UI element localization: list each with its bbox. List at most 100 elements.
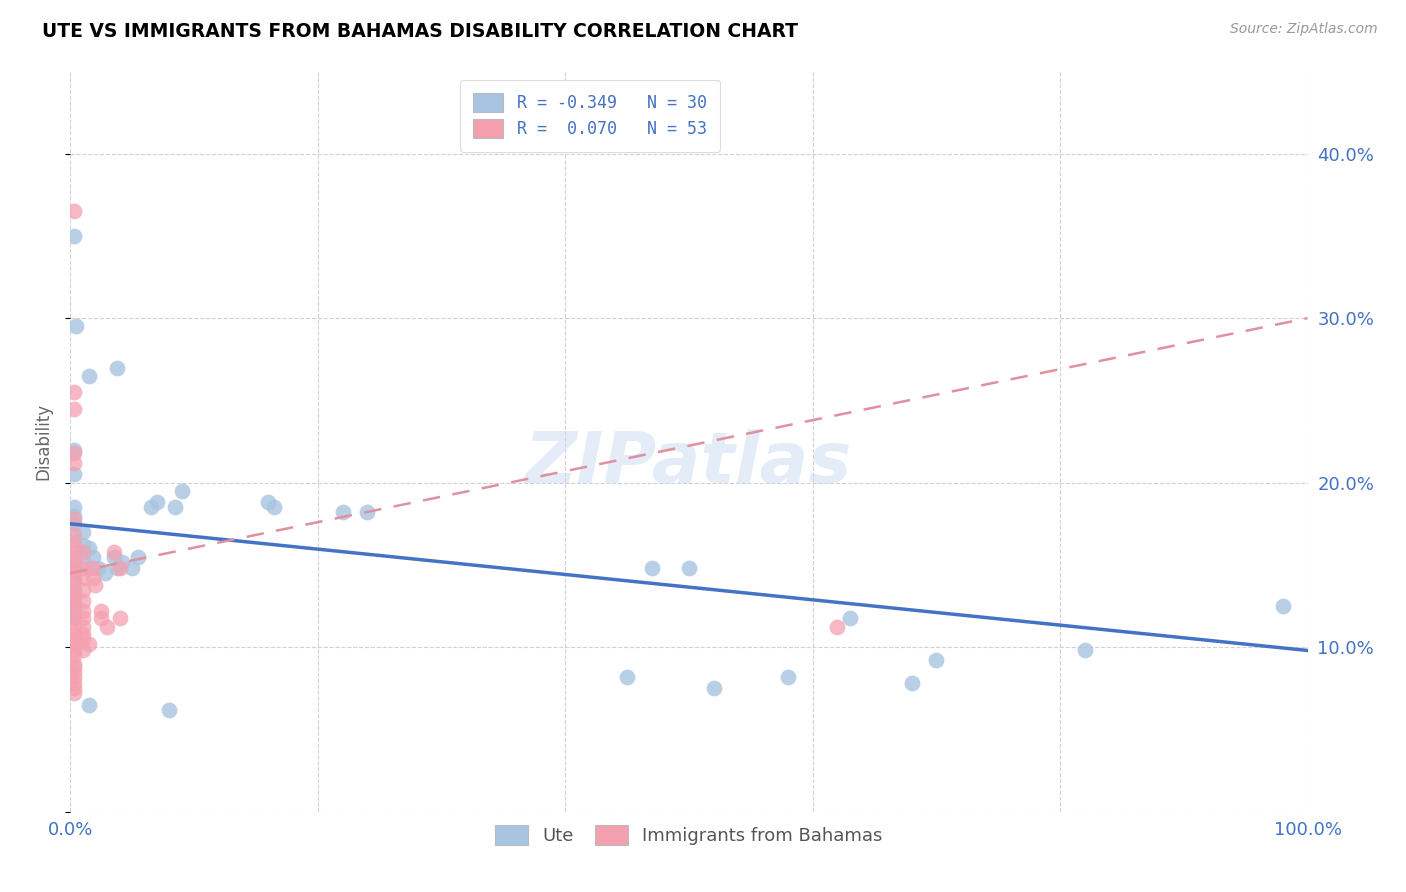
Point bbox=[94, 566, 117, 581]
Point bbox=[616, 670, 638, 684]
Point bbox=[63, 549, 86, 564]
Text: ZIPatlas: ZIPatlas bbox=[526, 429, 852, 499]
Point bbox=[90, 604, 112, 618]
Point bbox=[72, 643, 94, 657]
Point bbox=[900, 676, 922, 690]
Point bbox=[63, 632, 86, 646]
Point bbox=[72, 545, 94, 559]
Point bbox=[63, 594, 86, 608]
Point bbox=[63, 516, 86, 531]
Point bbox=[63, 545, 86, 559]
Point bbox=[72, 571, 94, 585]
Point bbox=[63, 686, 86, 700]
Point bbox=[63, 204, 86, 219]
Point bbox=[257, 495, 280, 509]
Point bbox=[63, 456, 86, 470]
Point bbox=[63, 561, 86, 575]
Point bbox=[63, 610, 86, 624]
Point bbox=[86, 561, 108, 575]
Point bbox=[105, 360, 128, 375]
Point bbox=[63, 555, 86, 569]
Point bbox=[63, 588, 86, 602]
Text: UTE VS IMMIGRANTS FROM BAHAMAS DISABILITY CORRELATION CHART: UTE VS IMMIGRANTS FROM BAHAMAS DISABILIT… bbox=[42, 22, 799, 41]
Point bbox=[63, 676, 86, 690]
Point bbox=[72, 549, 94, 564]
Point bbox=[108, 610, 131, 624]
Point bbox=[63, 665, 86, 679]
Point bbox=[77, 561, 100, 575]
Point bbox=[63, 538, 86, 552]
Point bbox=[103, 549, 125, 564]
Point bbox=[77, 698, 100, 712]
Point bbox=[82, 571, 104, 585]
Point bbox=[63, 582, 86, 597]
Y-axis label: Disability: Disability bbox=[34, 403, 52, 480]
Point bbox=[63, 582, 86, 597]
Point bbox=[63, 512, 86, 526]
Point bbox=[139, 500, 162, 515]
Point bbox=[63, 516, 86, 531]
Point bbox=[82, 561, 104, 575]
Point bbox=[82, 549, 104, 564]
Point bbox=[1271, 599, 1294, 613]
Point bbox=[90, 610, 112, 624]
Point bbox=[63, 599, 86, 613]
Point bbox=[157, 703, 180, 717]
Point bbox=[77, 541, 100, 556]
Point bbox=[63, 508, 86, 523]
Point bbox=[63, 528, 86, 542]
Point bbox=[63, 637, 86, 651]
Point bbox=[925, 653, 948, 667]
Point bbox=[63, 574, 86, 589]
Point bbox=[165, 500, 187, 515]
Point bbox=[108, 561, 131, 575]
Point bbox=[105, 561, 128, 575]
Point bbox=[63, 660, 86, 674]
Point bbox=[678, 561, 700, 575]
Point bbox=[65, 319, 87, 334]
Point bbox=[127, 549, 149, 564]
Point bbox=[63, 681, 86, 696]
Point bbox=[72, 620, 94, 634]
Point bbox=[63, 604, 86, 618]
Point bbox=[63, 627, 86, 641]
Point bbox=[170, 483, 193, 498]
Point bbox=[703, 681, 725, 696]
Point bbox=[63, 467, 86, 482]
Point bbox=[838, 610, 860, 624]
Point bbox=[63, 442, 86, 457]
Point bbox=[72, 538, 94, 552]
Point bbox=[332, 505, 354, 519]
Point bbox=[63, 648, 86, 663]
Point bbox=[827, 620, 849, 634]
Legend: Ute, Immigrants from Bahamas: Ute, Immigrants from Bahamas bbox=[486, 815, 891, 855]
Point bbox=[63, 446, 86, 460]
Point bbox=[63, 566, 86, 581]
Text: Source: ZipAtlas.com: Source: ZipAtlas.com bbox=[1230, 22, 1378, 37]
Point bbox=[72, 582, 94, 597]
Point bbox=[263, 500, 285, 515]
Point bbox=[63, 533, 86, 548]
Point bbox=[96, 620, 118, 634]
Point bbox=[63, 500, 86, 515]
Point bbox=[84, 577, 107, 591]
Point bbox=[121, 561, 143, 575]
Point bbox=[72, 610, 94, 624]
Point bbox=[72, 524, 94, 539]
Point bbox=[72, 604, 94, 618]
Point bbox=[63, 670, 86, 684]
Point bbox=[356, 505, 378, 519]
Point bbox=[72, 627, 94, 641]
Point bbox=[1074, 643, 1097, 657]
Point bbox=[146, 495, 169, 509]
Point bbox=[63, 401, 86, 416]
Point bbox=[63, 571, 86, 585]
Point bbox=[72, 594, 94, 608]
Point bbox=[63, 643, 86, 657]
Point bbox=[72, 632, 94, 646]
Point bbox=[63, 385, 86, 400]
Point bbox=[111, 555, 134, 569]
Point bbox=[776, 670, 799, 684]
Point bbox=[63, 561, 86, 575]
Point bbox=[63, 610, 86, 624]
